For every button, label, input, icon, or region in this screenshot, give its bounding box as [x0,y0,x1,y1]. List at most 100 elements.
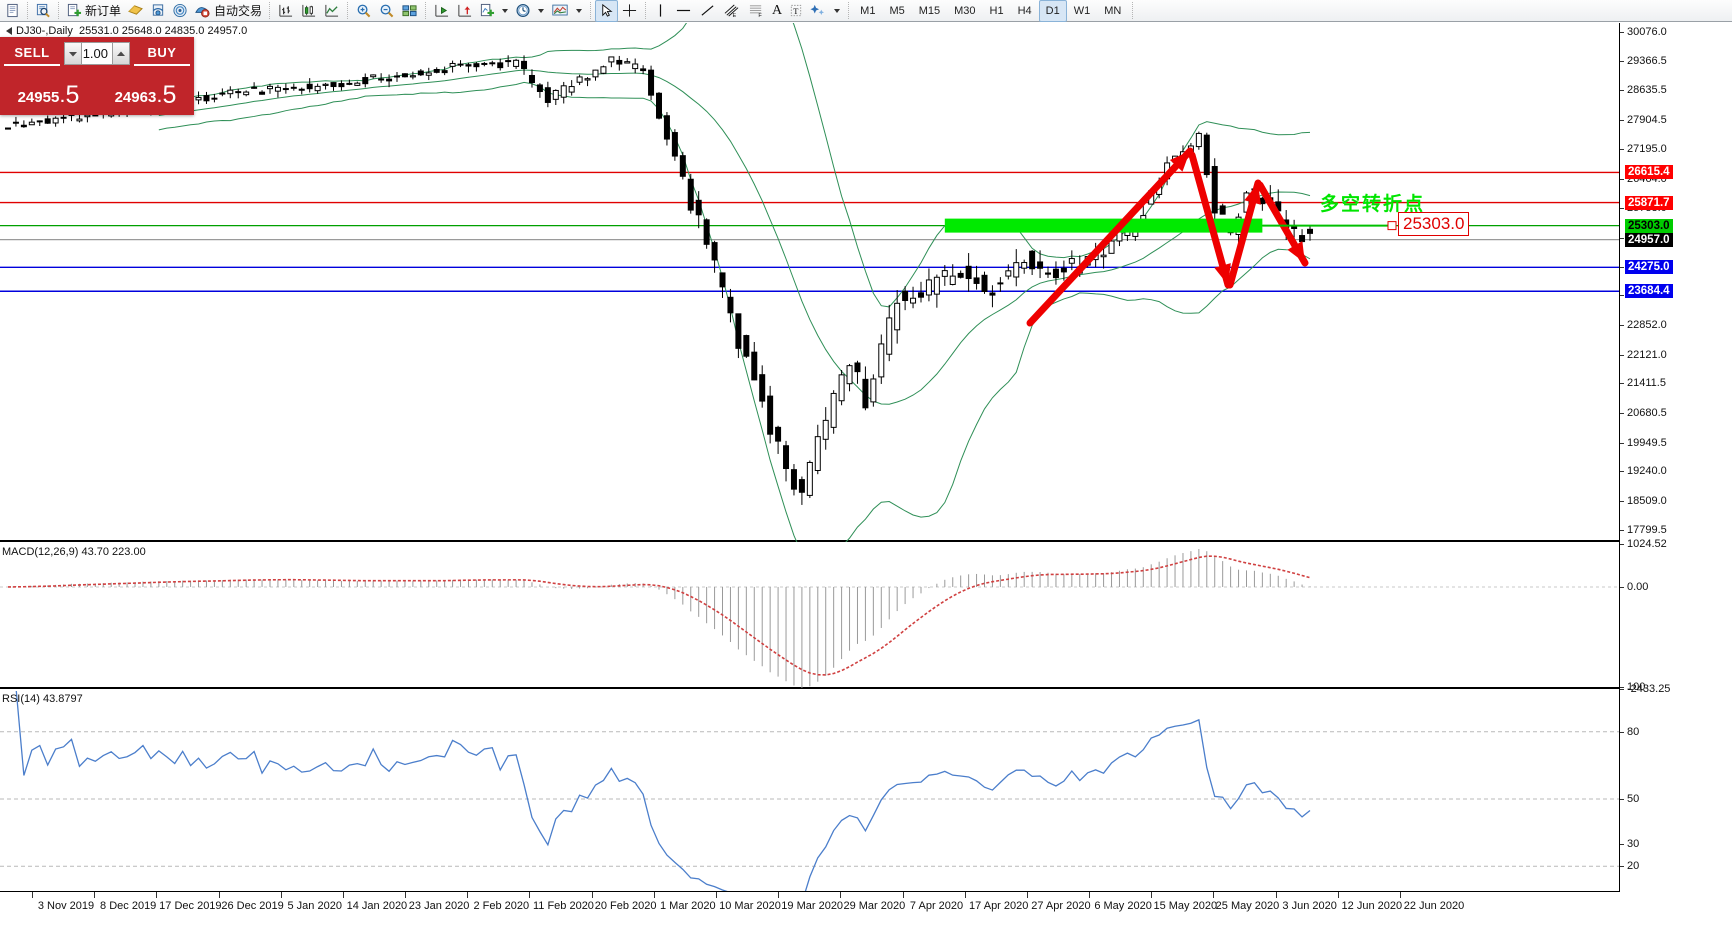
date-axis-tickmark [529,892,531,898]
date-axis-label: 3 Jun 2020 [1282,900,1337,912]
date-axis-label: 7 Apr 2020 [909,900,964,912]
auto-scroll-icon[interactable] [453,1,476,21]
timeframe-m5[interactable]: M5 [889,4,905,17]
volume-increase-icon[interactable] [112,42,130,65]
indicators-icon[interactable] [476,1,498,21]
cursor-icon[interactable] [595,0,619,22]
fibonacci-icon[interactable]: F [744,1,769,21]
expert-advisor-icon[interactable] [124,1,147,21]
shapes-icon[interactable] [807,1,830,21]
price-marker-support[interactable]: 23684.4 [1625,284,1673,299]
date-axis-tickmark [1089,892,1091,898]
toolbar-separator [848,2,850,19]
timeframe-d1[interactable]: D1 [1038,0,1067,22]
volume-stepper[interactable]: 1.00 [64,42,130,65]
price-pane[interactable]: 多空转折点 25303.0 [0,23,1620,542]
one-click-trading-panel[interactable]: SELL 1.00 BUY 24955. 5 24963. 5 [0,37,194,115]
zoom-out-icon[interactable] [375,1,398,21]
periods-dropdown-caret[interactable] [538,8,545,13]
date-axis-label: 27 Apr 2020 [1031,900,1091,912]
indicators-dropdown-caret[interactable] [502,8,509,13]
tile-windows-icon[interactable] [398,1,421,21]
timeframe-m1[interactable]: M1 [860,4,876,17]
date-axis-label: 17 Apr 2020 [969,900,1029,912]
timeframe-h1[interactable]: H1 [989,4,1004,17]
line-chart-icon[interactable] [320,1,343,21]
date-axis[interactable]: 3 Nov 2019 8 Dec 2019 17 Dec 2019 26 Dec 20… [0,891,1620,939]
timeframe-mn[interactable]: MN [1104,4,1122,17]
toolbar-separator [590,2,592,19]
price-axis-tick: 27904.5 [1620,114,1667,126]
bar-chart-icon[interactable] [274,1,297,21]
date-axis-tickmark [94,892,96,898]
svg-text:E: E [732,13,736,18]
sell-price-separator: . [60,89,65,106]
zoom-in-icon[interactable] [352,1,375,21]
templates-dropdown-caret[interactable] [576,8,583,13]
date-axis-label: 12 Jun 2020 [1341,900,1403,912]
octp-price-row: 24955. 5 24963. 5 [0,67,194,111]
timeframe-m15[interactable]: M15 [918,4,941,17]
templates-icon[interactable] [548,1,572,21]
date-axis-tickmark [156,892,158,898]
octp-controls-row: SELL 1.00 BUY [0,37,194,67]
timeframe-m30[interactable]: M30 [954,4,976,17]
toolbar-separator [1132,2,1134,19]
price-callout-label[interactable]: 25303.0 [1398,211,1470,236]
buy-price-separator: . [157,89,162,106]
chart-workspace[interactable]: 多空转折点 25303.0 DJ30-,Daily 25531.0 25648.0… [0,23,1732,939]
turning-point-annotation[interactable]: 多空转折点 [1320,193,1426,216]
price-marker-last-price[interactable]: 24957.0 [1625,232,1673,247]
ohlc-values: 25531.0 25648.0 24835.0 24957.0 [78,25,248,37]
chart-symbol-header: DJ30-,Daily 25531.0 25648.0 24835.0 2495… [6,25,247,37]
date-axis-label: 1 Mar 2020 [659,900,716,912]
price-axis-tick: 18509.0 [1620,495,1667,507]
price-marker-support[interactable]: 25303.0 [1625,218,1673,233]
date-axis-tickmark [1275,892,1277,898]
signals-icon[interactable] [169,1,191,21]
text-icon[interactable]: A [769,1,785,21]
buy-price-integer: 24963 [114,89,157,106]
price-axis-tick: 27195.0 [1620,143,1667,155]
toolbar-separator [645,2,647,19]
volume-decrease-icon[interactable] [64,42,82,65]
candlestick-chart-icon[interactable] [297,1,320,21]
buy-price[interactable]: 24963. 5 [99,69,192,109]
price-marker-resistance[interactable]: 26615.4 [1625,165,1673,180]
price-axis-tick: 28635.5 [1620,84,1667,96]
volume-input[interactable]: 1.00 [82,42,112,65]
text-label-icon[interactable]: T [785,1,807,21]
date-axis-label: 14 Jan 2020 [346,900,408,912]
timeframe-h4[interactable]: H4 [1017,4,1032,17]
autotrading-button[interactable]: 自动交易 [191,1,265,21]
rsi-axis-tick: 80 [1620,726,1639,738]
date-axis-tickmark [591,892,593,898]
sell-button[interactable]: SELL [4,41,60,66]
crosshair-icon[interactable] [618,1,641,21]
price-marker-resistance[interactable]: 25871.7 [1625,195,1673,210]
main-toolbar: 新订单 自动交易 [0,0,1732,22]
macd-pane[interactable]: MACD(12,26,9) 43.70 223.00 [0,544,1620,689]
chart-shift-icon[interactable] [430,1,453,21]
symbol-search-icon[interactable] [32,1,54,21]
chart-collapse-icon[interactable] [6,27,12,36]
shapes-dropdown-caret[interactable] [834,8,841,13]
horizontal-line-icon[interactable] [671,1,696,21]
date-axis-label: 2 Feb 2020 [473,900,530,912]
price-axis-tick: 19949.5 [1620,437,1667,449]
mql-community-icon[interactable] [147,1,169,21]
sell-price[interactable]: 24955. 5 [2,69,95,109]
periods-icon[interactable] [512,1,534,21]
timeframe-w1[interactable]: W1 [1073,4,1091,17]
date-axis-tickmark [1026,892,1028,898]
new-order-button[interactable]: 新订单 [63,1,124,21]
sell-price-integer: 24955 [17,89,60,106]
trendline-icon[interactable] [696,1,719,21]
equidistant-channel-icon[interactable]: E [719,1,744,21]
price-axis[interactable]: 30076.029366.528635.527904.527195.026464… [1619,23,1732,892]
rsi-pane[interactable]: RSI(14) 43.8797 [0,691,1620,915]
new-window-icon[interactable] [2,1,23,21]
buy-button[interactable]: BUY [134,41,190,66]
price-marker-support[interactable]: 24275.0 [1625,260,1673,275]
vertical-line-icon[interactable] [650,1,671,21]
